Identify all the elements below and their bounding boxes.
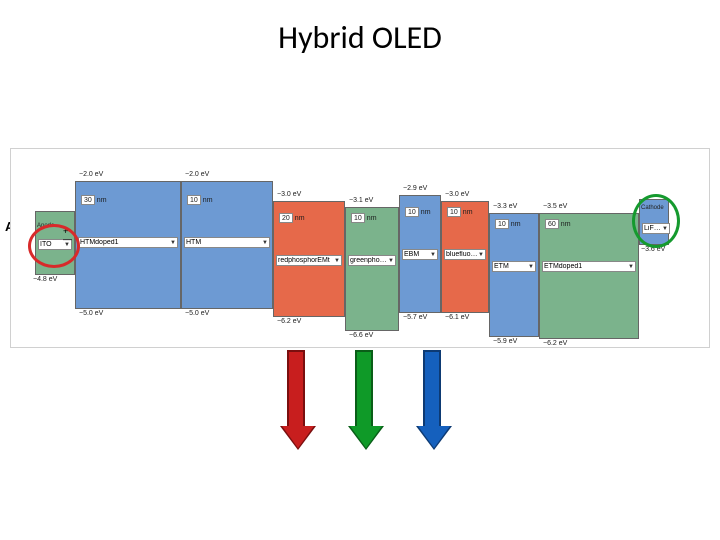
material-dropdown-htm[interactable]: HTM▼ bbox=[184, 237, 270, 248]
ev-top-etm: −3.3 eV bbox=[493, 203, 517, 210]
thickness-input-etm[interactable]: 10nm bbox=[495, 219, 521, 229]
layer-etm bbox=[489, 213, 539, 337]
material-dropdown-green-phosphor[interactable]: greenphospho▼ bbox=[348, 255, 396, 266]
layer-green-phosphor bbox=[345, 207, 399, 331]
material-dropdown-htm-doped[interactable]: HTMdoped1▼ bbox=[78, 237, 178, 248]
energy-diagram: −4.8 eVITO▼−2.0 eV−5.0 eV30nmHTMdoped1▼−… bbox=[10, 148, 710, 348]
ev-top-green-phosphor: −3.1 eV bbox=[349, 197, 373, 204]
material-dropdown-etm-doped[interactable]: ETMdoped1▼ bbox=[542, 261, 636, 272]
ev-bottom-green-phosphor: −6.6 eV bbox=[349, 332, 373, 339]
layer-etm-doped bbox=[539, 213, 639, 339]
ev-bottom-etm-doped: −6.2 eV bbox=[543, 340, 567, 347]
anode-highlight-circle bbox=[28, 224, 80, 268]
ev-bottom-htm: −5.0 eV bbox=[185, 310, 209, 317]
thickness-input-green-phosphor[interactable]: 10nm bbox=[351, 213, 377, 223]
ev-bottom-anode: −4.8 eV bbox=[33, 276, 57, 283]
thickness-input-red-phosphor[interactable]: 20nm bbox=[279, 213, 305, 223]
thickness-input-htm-doped[interactable]: 30nm bbox=[81, 195, 107, 205]
ev-top-ebm: −2.9 eV bbox=[403, 185, 427, 192]
cathode-highlight-circle bbox=[632, 194, 680, 248]
thickness-input-htm[interactable]: 10nm bbox=[187, 195, 213, 205]
emission-arrow-red bbox=[280, 350, 312, 450]
material-dropdown-etm[interactable]: ETM▼ bbox=[492, 261, 536, 272]
thickness-input-blue-fluor[interactable]: 10nm bbox=[447, 207, 473, 217]
material-dropdown-blue-fluor[interactable]: bluefluoropost▼ bbox=[444, 249, 486, 260]
ev-top-blue-fluor: −3.0 eV bbox=[445, 191, 469, 198]
thickness-input-etm-doped[interactable]: 60nm bbox=[545, 219, 571, 229]
ev-bottom-etm: −5.9 eV bbox=[493, 338, 517, 345]
ev-bottom-htm-doped: −5.0 eV bbox=[79, 310, 103, 317]
ev-top-htm-doped: −2.0 eV bbox=[79, 171, 103, 178]
ev-top-etm-doped: −3.5 eV bbox=[543, 203, 567, 210]
material-dropdown-ebm[interactable]: EBM▼ bbox=[402, 249, 438, 260]
ev-top-red-phosphor: −3.0 eV bbox=[277, 191, 301, 198]
thickness-input-ebm[interactable]: 10nm bbox=[405, 207, 431, 217]
emission-arrow-blue bbox=[416, 350, 448, 450]
emission-arrow-green bbox=[348, 350, 380, 450]
ev-bottom-blue-fluor: −6.1 eV bbox=[445, 314, 469, 321]
ev-top-htm: −2.0 eV bbox=[185, 171, 209, 178]
ev-bottom-ebm: −5.7 eV bbox=[403, 314, 427, 321]
page-title: Hybrid OLED bbox=[0, 18, 720, 57]
material-dropdown-red-phosphor[interactable]: redphosphorEMt▼ bbox=[276, 255, 342, 266]
ev-bottom-red-phosphor: −6.2 eV bbox=[277, 318, 301, 325]
